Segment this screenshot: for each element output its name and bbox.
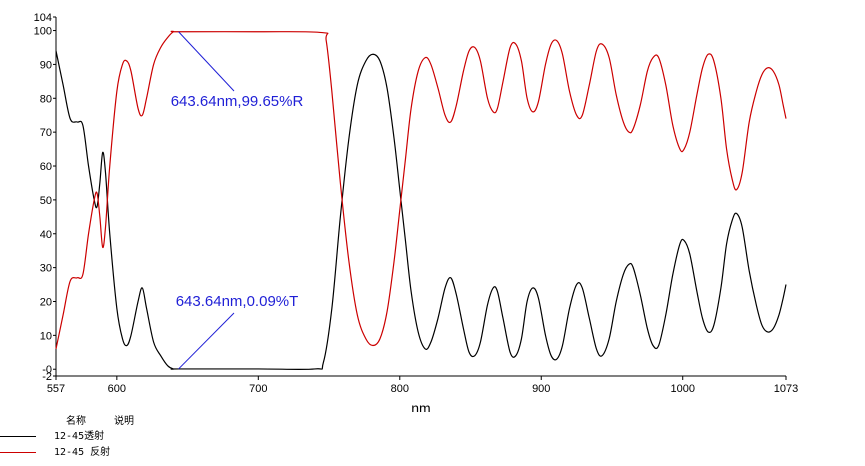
legend-label-transmission: 12-45透射 [54,431,105,442]
x-tick-label: 800 [391,383,409,395]
x-tick-label: 700 [249,383,267,395]
x-axis-title: nm [411,400,430,412]
spectrum-chart: -2-0 10 20 30 40 50 60 70 80 90 100 104 557 600 700 800… [34,12,799,412]
legend-header-desc: 说明 [114,416,135,427]
series-line-reflection [55,30,787,350]
legend-header-name: 名称 [66,416,86,427]
legend-label-reflection: 12-45 反射 [54,447,111,458]
series-line-transmission [55,50,787,370]
chart-annotations: 643.64nm,99.65%R 643.64nm,0.09%T [171,31,304,370]
y-tick-label: 30 [40,263,52,275]
x-tick-label: 557 [47,383,65,395]
y-tick-label: 20 [40,296,52,308]
legend-swatch-reflection [0,451,36,453]
annotation-reflection-leader [178,31,235,92]
chart-axes [55,17,786,377]
chart-ticks: -2-0 10 20 30 40 50 60 70 80 90 100 104 557 600 700 800… [34,12,799,395]
legend-swatch-transmission [0,435,36,437]
y-tick-label: 100 [34,26,52,38]
y-tick-label: 90 [40,59,52,71]
x-tick-label: 600 [108,383,126,395]
legend: 名称 说明 12-45透射 12-45 反射 [0,412,300,466]
annotation-reflection-label: 643.64nm,99.65%R [171,93,304,110]
x-tick-label: 1000 [670,383,694,395]
x-tick-label: 900 [532,383,550,395]
y-tick-label: -0 [42,364,52,376]
legend-item-transmission: 12-45透射 [0,430,104,444]
x-tick-label: 1073 [774,383,798,395]
y-tick-label: -2 [42,371,52,383]
y-tick-label: 50 [40,195,52,207]
y-tick-label: 80 [40,93,52,105]
y-tick-label: 10 [40,330,52,342]
y-tick-label: 40 [40,229,52,241]
y-tick-label: 70 [40,127,52,139]
annotation-transmission-label: 643.64nm,0.09%T [176,293,299,310]
legend-header: 名称 说明 [66,412,156,427]
annotation-transmission-leader [178,312,235,370]
chart-series [55,30,787,370]
y-tick-label: 60 [40,161,52,173]
legend-item-reflection: 12-45 反射 [0,446,110,460]
y-tick-label: 104 [34,12,52,24]
